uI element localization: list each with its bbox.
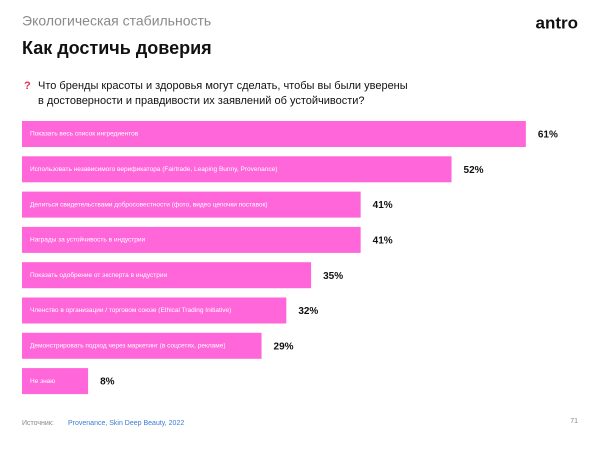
bar-label: Делиться свидетельствами добросовестност…: [30, 200, 268, 208]
bar-label: Награды за устойчивость в индустрии: [30, 236, 146, 244]
question: в достоверности и правдивости их заявлен…: [38, 95, 365, 107]
bar: [22, 262, 312, 289]
value-label: 52%: [464, 165, 484, 176]
value-label: 41%: [373, 236, 393, 247]
question: Что бренды красоты и здоровья могут сдел…: [38, 80, 408, 92]
bar: [22, 332, 262, 359]
value-label: 29%: [274, 341, 294, 352]
source: Provenance, Skin Deep Beauty, 2022: [68, 420, 184, 427]
page-number: 71: [570, 418, 578, 425]
bar: [22, 121, 526, 147]
question-mark: ?: [24, 80, 31, 92]
bar-label: Не знаю: [30, 378, 55, 385]
bar-label: Демонстрировать подход через маркетинг (…: [30, 343, 226, 350]
bar-label: Использовать независимого верификатора (…: [30, 166, 277, 173]
bar: [22, 297, 287, 324]
value-label: 35%: [323, 271, 343, 282]
bar-label: Членство в организации / торговом союзе …: [30, 307, 231, 314]
source-label: Источник:: [22, 420, 54, 427]
bar: [22, 226, 361, 253]
bar-label: Показать одобрение от эксперта в индустр…: [30, 271, 168, 279]
bar: [22, 156, 452, 183]
value-label: 32%: [298, 306, 318, 317]
bar: [22, 368, 89, 395]
logo: antro: [536, 13, 579, 32]
bar: [22, 191, 361, 218]
value-label: 41%: [373, 200, 393, 211]
value-label: 61%: [538, 130, 558, 141]
slide-title: Как достичь доверия: [22, 38, 212, 58]
value-label: 8%: [100, 377, 115, 388]
section-title: Экологическая стабильность: [22, 13, 211, 29]
bar-label: Показать весь список ингредиентов: [30, 131, 139, 138]
